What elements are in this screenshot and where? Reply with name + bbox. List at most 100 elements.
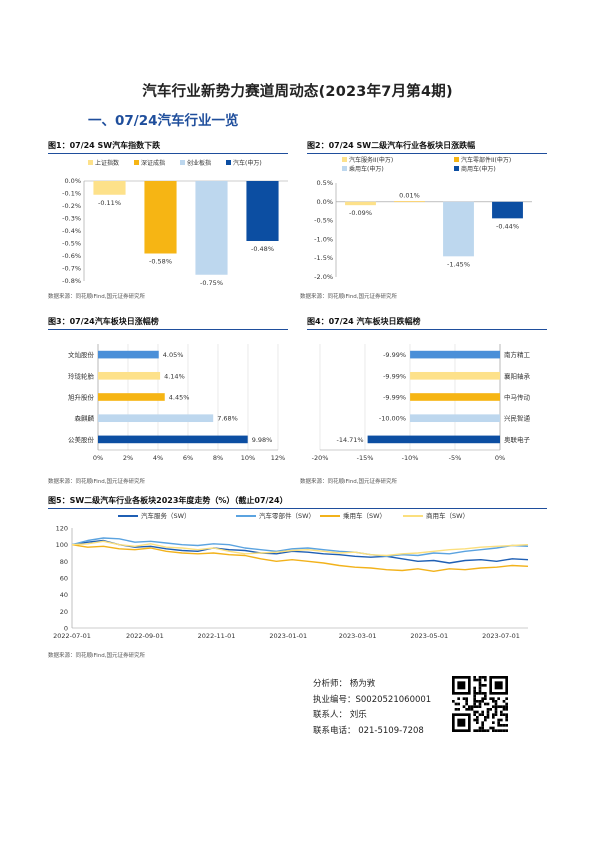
qr-module [476, 705, 479, 708]
series-line [71, 539, 529, 564]
qr-module [473, 718, 476, 722]
series-line [71, 540, 529, 557]
qr-module [497, 721, 500, 724]
legend-label: 上证指数 [95, 159, 119, 167]
qr-module [478, 692, 482, 695]
y-tick-label: -0.3% [62, 215, 81, 223]
y-tick-label: 80 [60, 558, 68, 566]
legend-swatch [342, 157, 347, 162]
qr-module [478, 684, 482, 687]
qr-module [476, 716, 479, 719]
legend-label: 汽车服务（SW） [141, 511, 191, 520]
qr-module [465, 708, 468, 711]
legend-label: 商用车(申万) [461, 165, 496, 173]
data-label: 4.14% [164, 372, 185, 380]
legend-label: 深证成指 [141, 159, 165, 167]
qr-module [505, 716, 508, 719]
figure-1-caption: 图1：07/24 SW汽车指数下跌 [48, 141, 161, 150]
data-label: -9.99% [383, 351, 406, 359]
legend-label: 汽车(申万) [233, 159, 262, 167]
qr-module [486, 729, 490, 732]
qr-module [494, 713, 498, 716]
qr-module [505, 708, 508, 711]
data-label: -0.48% [251, 245, 274, 253]
figure-2-source: 数据来源：同花顺iFind,国元证券研究所 [300, 294, 398, 300]
figure-5-rule [48, 508, 547, 509]
qr-module [484, 692, 487, 695]
figure-3-source: 数据来源：同花顺iFind,国元证券研究所 [48, 479, 146, 485]
qr-code-icon [452, 676, 508, 732]
y-tick-label: -0.5% [62, 240, 81, 248]
qr-module [484, 702, 487, 706]
figure-1-rule [48, 153, 288, 154]
qr-module [500, 724, 503, 727]
qr-module [502, 708, 506, 711]
figure-4-source: 数据来源：同花顺iFind,国元证券研究所 [300, 479, 398, 485]
qr-module [497, 718, 500, 722]
qr-module [486, 710, 490, 714]
qr-module [457, 697, 460, 700]
qr-module [462, 697, 466, 700]
qr-module [473, 676, 476, 679]
qr-module [492, 705, 495, 708]
qr-module [476, 729, 479, 732]
x-tick-label: 2022-07-01 [53, 632, 91, 640]
data-label: -10.00% [379, 415, 406, 423]
y-tick-label: -2.0% [314, 273, 333, 281]
x-tick-label: -15% [357, 454, 374, 462]
legend-swatch [454, 166, 459, 171]
y-tick-label: 0.0% [316, 198, 333, 206]
qr-module [481, 700, 484, 703]
qr-module [457, 702, 460, 706]
qr-module [478, 686, 482, 690]
page-title: 汽车行业新势力赛道周动态(2023年7月第4期) [142, 84, 453, 100]
figure-4-chart: -20% -15% -10% -5% 0% 南方精工 -9.99% 襄阳轴承 -9.99% 中马传… [312, 344, 531, 462]
qr-module [489, 697, 492, 700]
liaison-name: 联系人： 刘乐 [313, 710, 367, 720]
qr-module [492, 713, 495, 716]
qr-module [492, 716, 495, 719]
qr-module [452, 700, 455, 703]
qr-module [454, 702, 458, 706]
category-label: 南方精工 [504, 350, 531, 359]
qr-module [492, 726, 495, 730]
qr-module [486, 716, 490, 719]
legend-label: 创业板指 [187, 159, 211, 167]
bar [98, 435, 248, 444]
x-tick-label: -20% [312, 454, 329, 462]
qr-module [478, 681, 482, 684]
qr-module [481, 692, 484, 695]
qr-module [497, 724, 500, 727]
qr-module [473, 705, 476, 708]
qr-module [473, 729, 476, 732]
qr-module [457, 708, 460, 711]
figure-1-chart: 上证指数 深证成指 创业板指 汽车(申万) 0.0% -0.1% -0.2% -0.3% -0.… [62, 159, 288, 287]
x-tick-label: 0% [93, 454, 103, 462]
qr-module [473, 694, 476, 698]
qr-module [500, 729, 503, 732]
figure-4-rule [307, 329, 547, 330]
y-tick-label: 60 [60, 575, 68, 583]
y-tick-label: -0.1% [62, 190, 81, 198]
x-tick-label: 8% [213, 454, 223, 462]
figure-4-caption: 图4：07/24 汽车板块日跌幅榜 [307, 317, 421, 326]
figure-3-chart: 0% 2% 4% 6% 8% 10% 12% 文灿股份 4.05% 玲珑轮胎 4.14% 旭升股份 4.… [68, 344, 285, 462]
bar [98, 393, 165, 401]
x-tick-label: 6% [183, 454, 193, 462]
bar [410, 350, 500, 359]
legend-swatch [134, 160, 139, 165]
qr-module [465, 700, 468, 703]
qr-module [502, 724, 506, 727]
x-tick-label: 4% [153, 454, 163, 462]
legend-label: 商用车（SW） [426, 511, 469, 520]
qr-module [484, 729, 487, 732]
legend-swatch [342, 166, 347, 171]
category-label: 兴民智通 [504, 414, 531, 423]
contact-block: 分析师： 杨为敩 执业编号：S0020521060001 联系人： 刘乐 联系电… [313, 677, 431, 739]
figure-3-rule [48, 329, 288, 330]
y-tick-label: 40 [60, 591, 68, 599]
qr-module [502, 729, 506, 732]
data-label: 9.98% [252, 436, 273, 444]
qr-module [505, 705, 508, 708]
qr-module [500, 718, 503, 722]
